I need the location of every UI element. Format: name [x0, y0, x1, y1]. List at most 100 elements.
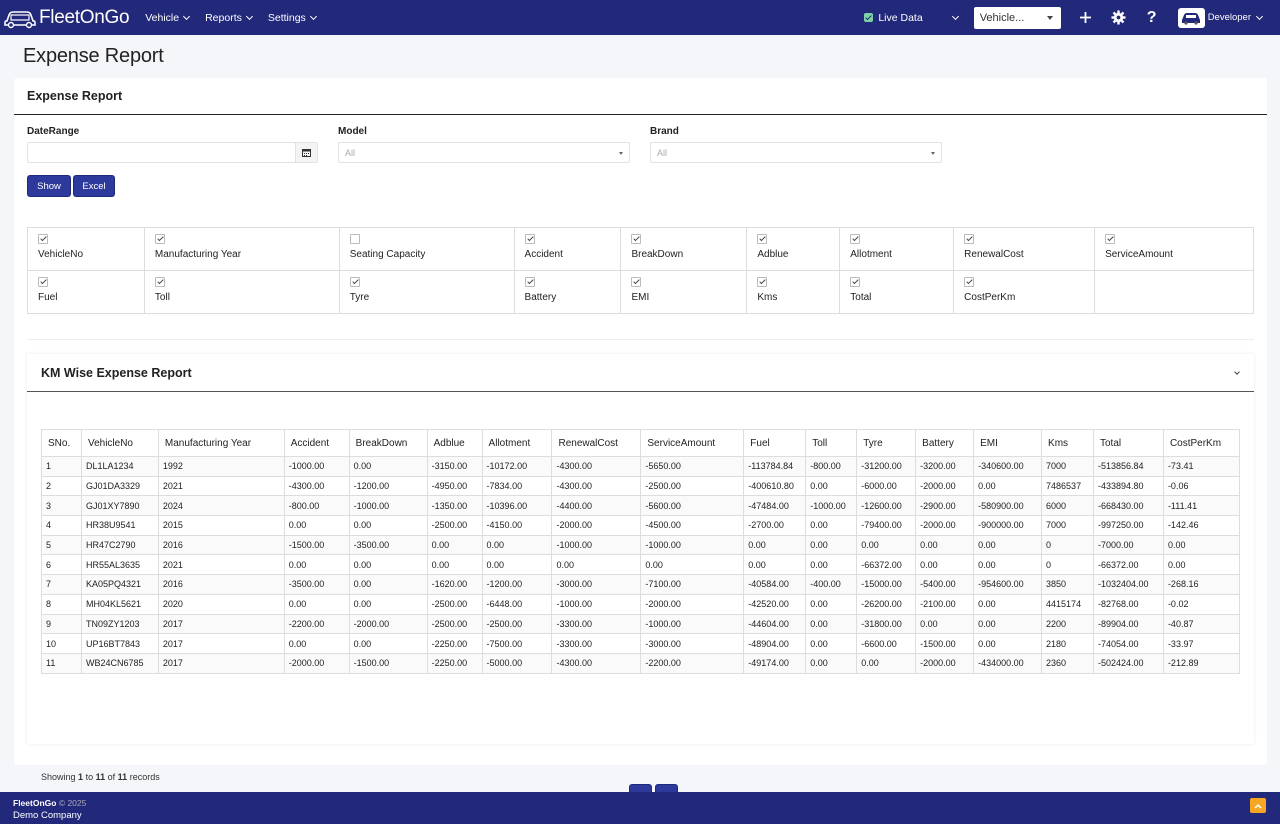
gear-icon[interactable] [1111, 10, 1127, 26]
table-cell: 2180 [1041, 633, 1094, 654]
table-cell: -1500.00 [915, 633, 975, 654]
excel-button[interactable]: Excel [73, 175, 115, 197]
table-cell: -40.87 [1162, 613, 1241, 635]
column-option[interactable]: Battery [513, 270, 622, 314]
column-checkbox[interactable] [757, 234, 768, 244]
table-cell: -49174.00 [743, 652, 807, 674]
brand-select[interactable]: All [650, 142, 942, 163]
column-checkbox[interactable] [349, 234, 360, 244]
column-header[interactable]: Allotment [481, 429, 553, 457]
column-option[interactable]: CostPerKm [953, 270, 1096, 314]
table-cell: -400.00 [805, 574, 858, 595]
chevron-down-icon[interactable] [1255, 12, 1264, 20]
menu-reports[interactable]: Reports [205, 12, 253, 24]
column-header[interactable]: Accident [283, 429, 350, 457]
column-header[interactable]: Kms [1041, 429, 1094, 457]
column-header[interactable]: Tyre [856, 429, 917, 457]
column-header[interactable]: Total [1092, 429, 1164, 457]
column-option[interactable]: BreakDown [620, 227, 748, 271]
column-header[interactable]: Toll [805, 429, 858, 457]
table-row: 2 GJ01DA3329 2021 -4300.00 -1200.00 -4950.00-… [41, 475, 1241, 497]
column-option[interactable]: Total [839, 270, 955, 314]
column-header[interactable]: RenewalCost [551, 429, 642, 457]
table-cell: -1500.00 [283, 534, 350, 556]
column-selector: VehicleNo Manufacturing Year Seating Capac… [27, 227, 1254, 314]
live-data-checkbox[interactable] [864, 13, 874, 22]
table-cell: 0.00 [805, 633, 858, 654]
live-data-toggle[interactable]: Live Data [864, 12, 923, 24]
column-header[interactable]: EMI [973, 429, 1043, 457]
column-checkbox[interactable] [154, 234, 165, 244]
column-header[interactable]: VehicleNo [80, 429, 159, 457]
column-option[interactable]: Allotment [839, 227, 955, 271]
table-cell: -268.16 [1162, 574, 1241, 595]
column-option[interactable]: Manufacturing Year [143, 227, 340, 271]
table-cell: 6000 [1041, 495, 1094, 517]
chevron-down-icon[interactable] [951, 12, 959, 20]
column-option[interactable]: Kms [746, 270, 841, 314]
table-cell: -2900.00 [915, 495, 975, 517]
column-header[interactable]: CostPerKm [1162, 429, 1241, 457]
avatar[interactable] [1177, 7, 1205, 28]
column-header[interactable]: Fuel [743, 429, 807, 457]
column-option[interactable]: EMI [620, 270, 748, 314]
table-row: 6 HR55AL3635 2021 0.00 0.00 0.00 0.00 0.00 0.00 0… [41, 554, 1241, 576]
column-checkbox[interactable] [349, 277, 360, 287]
table-cell: 4415174 [1041, 593, 1094, 615]
menu-settings[interactable]: Settings [268, 12, 317, 24]
column-checkbox[interactable] [631, 234, 642, 244]
column-option[interactable]: Adblue [746, 227, 841, 271]
column-checkbox[interactable] [38, 277, 48, 287]
column-checkbox[interactable] [631, 277, 642, 287]
column-checkbox[interactable] [1105, 234, 1116, 244]
brand-logo[interactable]: FleetOnGo [3, 7, 130, 29]
table-cell: -4300.00 [551, 652, 642, 674]
column-option[interactable]: Tyre [338, 270, 515, 314]
column-checkbox[interactable] [964, 234, 975, 244]
table-cell: 0.00 [283, 633, 350, 654]
column-option[interactable]: RenewalCost [953, 227, 1096, 271]
column-option[interactable]: ServiceAmount [1094, 227, 1254, 271]
column-checkbox[interactable] [154, 277, 165, 287]
table-row: 10 UP16BT7843 2017 0.00 0.00 -2250.00 -7500.00… [41, 633, 1241, 654]
column-header[interactable]: BreakDown [348, 429, 428, 457]
table-cell: -31200.00 [856, 456, 917, 477]
help-icon[interactable]: ? [1146, 8, 1157, 26]
table-cell: 0.00 [805, 593, 858, 615]
table-cell: 0.00 [805, 515, 858, 536]
column-header[interactable]: Manufacturing Year [157, 429, 285, 457]
column-option[interactable]: Fuel [27, 270, 145, 314]
column-checkbox[interactable] [964, 277, 975, 287]
date-range-input[interactable] [27, 142, 318, 163]
table-cell: 0.00 [481, 554, 553, 576]
column-option[interactable]: Seating Capacity [338, 227, 515, 271]
column-option[interactable]: Accident [513, 227, 622, 271]
column-header[interactable]: Adblue [426, 429, 483, 457]
collapse-chevron-icon[interactable] [1234, 369, 1240, 375]
table-cell: -5650.00 [640, 456, 745, 477]
column-header[interactable]: ServiceAmount [640, 429, 745, 457]
column-option[interactable]: Toll [143, 270, 340, 314]
table-cell: -47484.00 [743, 495, 807, 517]
scroll-to-top-button[interactable] [1250, 798, 1266, 813]
table-cell: 6 [41, 554, 82, 576]
column-header[interactable]: Battery [915, 429, 975, 457]
table-cell: -82768.00 [1092, 593, 1164, 615]
column-checkbox[interactable] [38, 234, 48, 244]
column-checkbox[interactable] [850, 234, 861, 244]
show-button[interactable]: Show [27, 175, 71, 197]
plus-icon[interactable] [1078, 10, 1094, 26]
column-checkbox[interactable] [757, 277, 768, 287]
column-header[interactable]: SNo. [41, 429, 82, 457]
column-checkbox[interactable] [524, 277, 535, 287]
calendar-icon[interactable] [295, 143, 317, 162]
column-option[interactable]: VehicleNo [27, 227, 145, 271]
user-name[interactable]: Developer [1207, 12, 1251, 23]
menu-vehicle[interactable]: Vehicle [145, 12, 191, 24]
model-select[interactable]: All [338, 142, 630, 163]
vehicle-select[interactable]: Vehicle... [973, 6, 1061, 29]
column-checkbox[interactable] [524, 234, 535, 244]
column-checkbox[interactable] [850, 277, 861, 287]
table-cell: -0.06 [1162, 475, 1241, 497]
table-cell: 0.00 [856, 534, 917, 556]
